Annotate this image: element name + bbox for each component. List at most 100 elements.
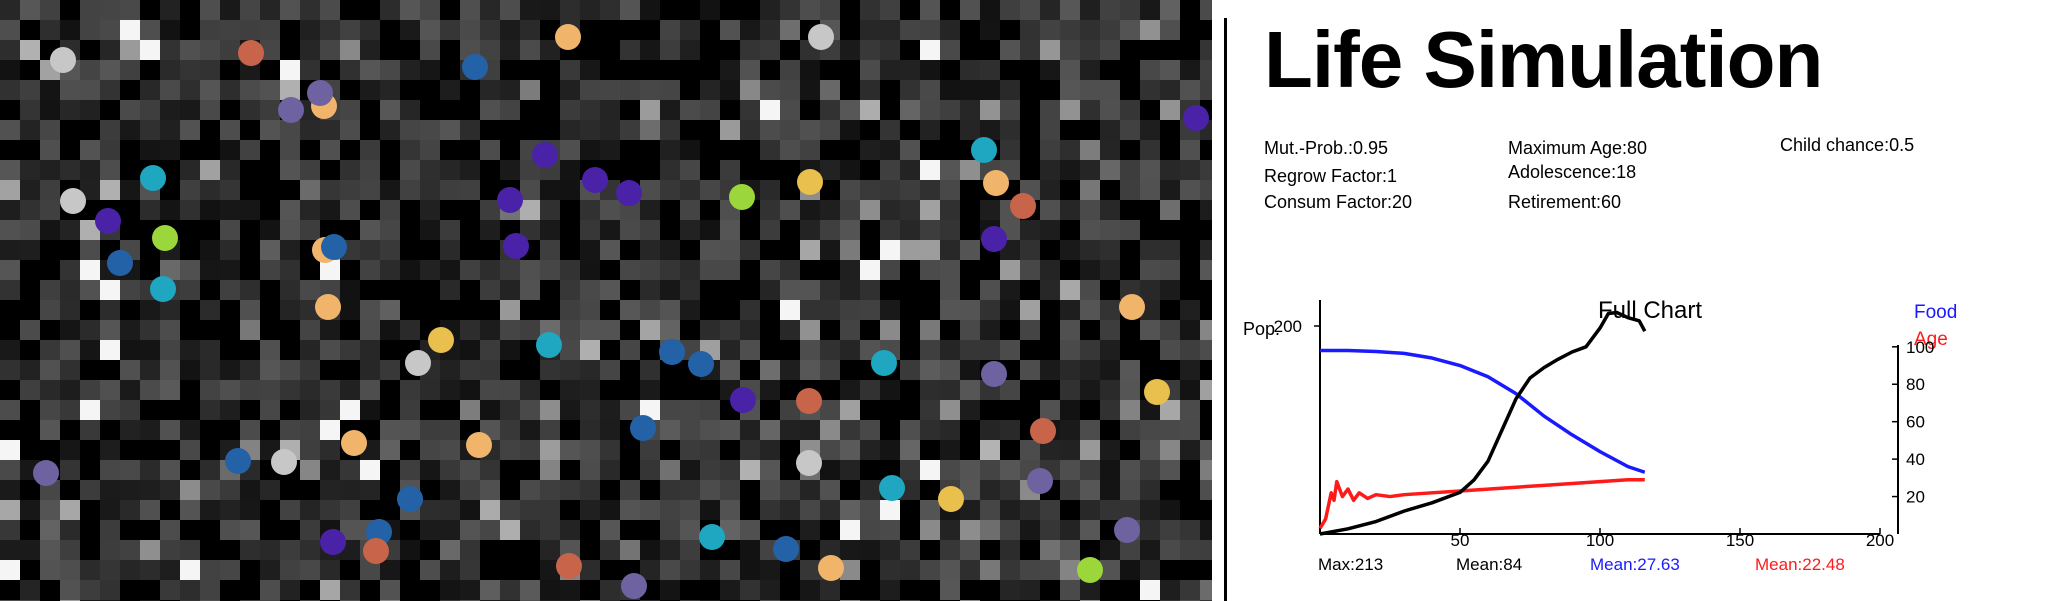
grid-cell: [1120, 40, 1140, 60]
grid-cell: [420, 300, 440, 320]
grid-cell: [940, 360, 960, 380]
grid-cell: [60, 260, 80, 280]
grid-cell: [340, 220, 360, 240]
grid-cell: [1080, 120, 1100, 140]
grid-cell: [860, 540, 880, 560]
grid-cell: [1080, 500, 1100, 520]
grid-cell: [800, 280, 820, 300]
grid-cell: [1000, 540, 1020, 560]
grid-cell: [780, 580, 800, 600]
grid-cell: [1100, 200, 1120, 220]
grid-cell: [1000, 500, 1020, 520]
grid-cell: [1120, 120, 1140, 140]
grid-cell: [560, 400, 580, 420]
grid-cell: [520, 340, 540, 360]
grid-cell: [900, 540, 920, 560]
grid-cell: [20, 240, 40, 260]
grid-cell: [540, 560, 560, 580]
grid-cell: [960, 340, 980, 360]
grid-cell: [260, 200, 280, 220]
grid-cell: [880, 160, 900, 180]
grid-cell: [840, 20, 860, 40]
grid-cell: [380, 20, 400, 40]
grid-cell: [1000, 460, 1020, 480]
grid-cell: [1080, 180, 1100, 200]
consum-factor-label: Consum Factor:20: [1264, 192, 1413, 212]
grid-cell: [840, 400, 860, 420]
grid-cell: [1080, 40, 1100, 60]
grid-cell: [540, 280, 560, 300]
grid-cell: [420, 140, 440, 160]
retirement-label: Retirement:60: [1508, 192, 1622, 212]
grid-cell: [440, 200, 460, 220]
grid-cell: [560, 120, 580, 140]
grid-cell: [120, 160, 140, 180]
grid-cell: [500, 320, 520, 340]
grid-cell: [620, 340, 640, 360]
grid-cell: [1180, 480, 1200, 500]
grid-cell: [1200, 380, 1212, 400]
grid-cell: [500, 120, 520, 140]
grid-cell: [200, 160, 220, 180]
grid-cell: [200, 520, 220, 540]
grid-cell: [1040, 440, 1060, 460]
grid-cell: [1100, 560, 1120, 580]
grid-cell: [700, 220, 720, 240]
grid-cell: [760, 0, 780, 20]
grid-cell: [220, 280, 240, 300]
grid-cell: [1040, 200, 1060, 220]
grid-cell: [780, 420, 800, 440]
grid-cell: [940, 280, 960, 300]
grid-cell: [940, 100, 960, 120]
grid-cell: [160, 60, 180, 80]
grid-cell: [880, 80, 900, 100]
grid-cell: [720, 560, 740, 580]
grid-cell: [940, 140, 960, 160]
grid-cell: [1100, 320, 1120, 340]
grid-cell: [700, 140, 720, 160]
grid-cell: [60, 220, 80, 240]
grid-cell: [860, 200, 880, 220]
grid-cell: [140, 100, 160, 120]
grid-cell: [400, 80, 420, 100]
grid-cell: [40, 220, 60, 240]
grid-cell: [800, 60, 820, 80]
grid-cell: [720, 0, 740, 20]
grid-cell: [1180, 0, 1200, 20]
grid-cell: [180, 380, 200, 400]
creature-dot: [1183, 105, 1209, 131]
grid-cell: [400, 560, 420, 580]
grid-cell: [220, 260, 240, 280]
grid-cell: [900, 460, 920, 480]
grid-cell: [600, 100, 620, 120]
grid-cell: [760, 560, 780, 580]
grid-cell: [300, 320, 320, 340]
grid-cell: [1140, 180, 1160, 200]
grid-cell: [100, 320, 120, 340]
grid-cell: [960, 380, 980, 400]
grid-cell: [520, 520, 540, 540]
grid-cell: [80, 520, 100, 540]
grid-cell: [780, 240, 800, 260]
creature-dot: [1114, 517, 1140, 543]
grid-cell: [220, 40, 240, 60]
grid-cell: [280, 400, 300, 420]
creature-dot: [397, 486, 423, 512]
grid-cell: [760, 500, 780, 520]
grid-cell: [220, 200, 240, 220]
grid-cell: [960, 580, 980, 600]
grid-cell: [740, 100, 760, 120]
grid-cell: [900, 400, 920, 420]
grid-cell: [0, 520, 20, 540]
creature-dot: [462, 54, 488, 80]
grid-cell: [980, 260, 1000, 280]
grid-cell: [640, 520, 660, 540]
grid-cell: [720, 460, 740, 480]
grid-cell: [1160, 280, 1180, 300]
grid-cell: [760, 520, 780, 540]
grid-cell: [280, 580, 300, 600]
grid-cell: [580, 300, 600, 320]
grid-cell: [700, 80, 720, 100]
grid-cell: [920, 440, 940, 460]
grid-cell: [360, 200, 380, 220]
